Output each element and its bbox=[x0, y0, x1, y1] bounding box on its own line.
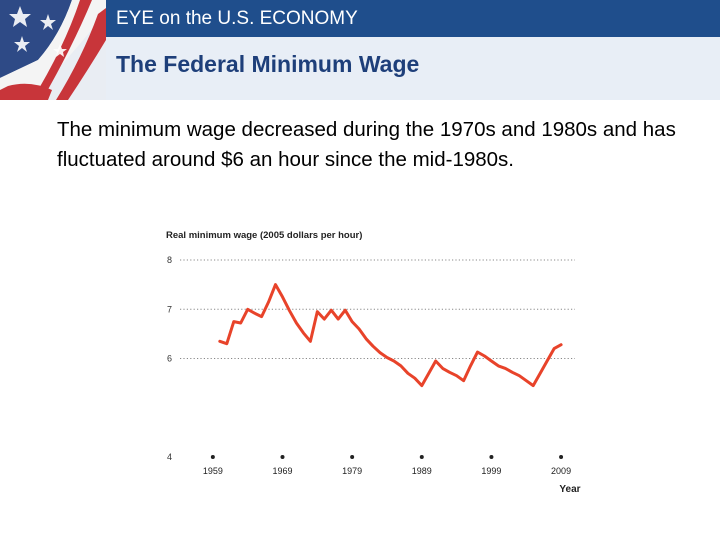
x-tick-mark bbox=[280, 455, 285, 459]
x-tick-label: 1989 bbox=[412, 466, 432, 476]
x-tick-mark bbox=[419, 455, 424, 459]
chart-title: Real minimum wage (2005 dollars per hour… bbox=[166, 230, 362, 241]
x-tick-label: 1959 bbox=[203, 466, 223, 476]
star-icon bbox=[9, 6, 67, 57]
y-tick-label: 6 bbox=[167, 354, 172, 364]
x-tick-label: 1999 bbox=[481, 466, 501, 476]
y-tick-label: 7 bbox=[167, 304, 172, 314]
x-tick-mark bbox=[210, 455, 215, 459]
x-tick-mark bbox=[559, 455, 564, 459]
data-series-line bbox=[218, 283, 563, 388]
header-title: EYE on the U.S. ECONOMY bbox=[116, 8, 358, 29]
y-tick-label: 8 bbox=[167, 255, 172, 265]
x-tick-label: 1969 bbox=[272, 466, 292, 476]
x-axis-label: Year bbox=[559, 484, 580, 495]
subtitle-bar: The Federal Minimum Wage bbox=[106, 37, 720, 100]
x-tick-mark bbox=[489, 455, 494, 459]
page-title: The Federal Minimum Wage bbox=[116, 51, 420, 77]
header-bar: EYE on the U.S. ECONOMY bbox=[106, 0, 720, 37]
y-tick-label: 4 bbox=[167, 452, 172, 462]
slide-body-text: The minimum wage decreased during the 19… bbox=[57, 118, 676, 171]
minimum-wage-chart: Real minimum wage (2005 dollars per hour… bbox=[166, 230, 581, 495]
x-tick-label: 2009 bbox=[551, 466, 571, 476]
x-tick-mark bbox=[350, 455, 355, 459]
x-tick-label: 1979 bbox=[342, 466, 362, 476]
flag-logo bbox=[0, 0, 106, 100]
